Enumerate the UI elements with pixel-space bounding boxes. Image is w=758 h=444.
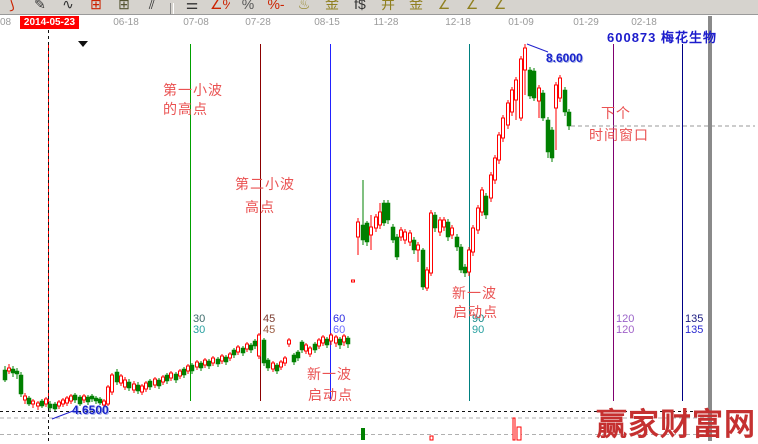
- selected-date-label[interactable]: 2014-05-23: [20, 16, 79, 29]
- gold-line-icon-glyph: 金: [325, 0, 339, 12]
- cycle-count-value: 60: [333, 313, 346, 325]
- grid-icon-glyph: ⊞: [118, 0, 130, 12]
- annotation-next-window-line2: 时间窗口: [589, 127, 649, 143]
- grid-red-icon[interactable]: ⊞: [86, 0, 106, 14]
- cycle-count-value: 60: [333, 324, 346, 336]
- list-icon[interactable]: ☰: [182, 0, 202, 14]
- cycle-count-label: 135 135: [685, 314, 703, 336]
- gold-line-icon[interactable]: 金: [322, 0, 342, 14]
- cycle-count-value: 30: [193, 324, 206, 336]
- percent-icon[interactable]: %: [238, 0, 258, 14]
- annotation-new-wave2-line1: 新一波: [452, 285, 497, 301]
- date-axis: 08 2014-05-23 06-18 07-08 07-28 08-15 11-28 1…: [0, 16, 758, 29]
- trend-angle-icon-3-glyph: ∠: [493, 0, 507, 12]
- list-icon-glyph: ☰: [185, 0, 199, 12]
- cycle-count-label: 45 45: [263, 314, 275, 336]
- site-watermark: 赢家财富网: [596, 407, 756, 442]
- annotation-wave2-high-line2: 高点: [245, 199, 275, 215]
- cycle-count-value: 90: [472, 324, 485, 336]
- percent-line-icon-glyph: %-: [267, 0, 285, 12]
- percent-icon-glyph: %: [241, 0, 255, 12]
- wave-icon-glyph: ∿: [62, 0, 74, 12]
- low-price-label: 4.6500: [72, 403, 109, 417]
- date-tick: 07-08: [183, 17, 209, 28]
- grid-red-icon-glyph: ⊞: [90, 0, 102, 12]
- trend-angle-icon-2-glyph: ∠: [465, 0, 479, 12]
- cycle-count-label: 60 60: [333, 314, 345, 336]
- gold-icon[interactable]: 金: [406, 0, 426, 14]
- percent-line-icon[interactable]: %-: [266, 0, 286, 14]
- date-tick: 01-09: [508, 17, 534, 28]
- magnet-icon-glyph: ⟆: [9, 0, 15, 12]
- annotation-next-window-line1: 下个: [601, 105, 631, 121]
- drawing-toolbar: ⟆ ✎ ∿ ⊞ ⊞ ⫽ ☰ ∠%% %- ♨ 金 f$ 井 金 ∠ ∠ ∠: [0, 0, 758, 15]
- cycle-count-value: 135: [685, 313, 704, 325]
- cycle-count-value: 90: [472, 313, 485, 325]
- grid-olive-icon[interactable]: 井: [378, 0, 398, 14]
- annotation-wave1-high-line1: 第一小波: [163, 82, 223, 98]
- grid-olive-icon-glyph: 井: [381, 0, 395, 12]
- pencil-icon-glyph: ✎: [34, 0, 46, 12]
- date-tick: 01-29: [573, 17, 599, 28]
- toolbar-separator: [170, 3, 174, 14]
- date-tick: 12-18: [445, 17, 471, 28]
- date-tick: 06-18: [113, 17, 139, 28]
- trend-angle-icon-1[interactable]: ∠: [434, 0, 454, 14]
- date-tick-partial: 08: [0, 17, 12, 28]
- annotation-wave1-high-line2: 的高点: [163, 101, 208, 117]
- percent-slash-icon[interactable]: ∠%: [210, 0, 230, 14]
- cycle-count-value: 120: [616, 313, 635, 325]
- pane-divider: [708, 16, 712, 441]
- wave-icon[interactable]: ∿: [58, 0, 78, 14]
- money-search-icon[interactable]: f$: [350, 0, 370, 14]
- date-tick: 07-28: [245, 17, 271, 28]
- trend-angle-icon-2[interactable]: ∠: [462, 0, 482, 14]
- annotation-new-wave2-line2: 启动点: [453, 304, 498, 320]
- cycle-count-label: 30 30: [193, 314, 205, 336]
- stock-code-name-label: 600873 梅花生物: [607, 30, 717, 45]
- cycle-count-label: 90 90: [472, 314, 484, 336]
- trend-angle-icon-1-glyph: ∠: [437, 0, 451, 12]
- grid-icon[interactable]: ⊞: [114, 0, 134, 14]
- peak-price-label: 8.6000: [546, 51, 583, 65]
- percent-slash-icon-glyph: ∠%: [210, 0, 230, 12]
- annotation-new-wave1-line2: 启动点: [308, 387, 353, 403]
- gold-cup-icon[interactable]: ♨: [294, 0, 314, 14]
- date-tick: 08-15: [314, 17, 340, 28]
- annotation-new-wave1-line1: 新一波: [307, 366, 352, 382]
- cycle-count-value: 45: [263, 324, 276, 336]
- annotation-wave2-high-line1: 第二小波: [235, 176, 295, 192]
- cycle-count-value: 30: [193, 313, 206, 325]
- pencil-icon[interactable]: ✎: [30, 0, 50, 14]
- gold-icon-glyph: 金: [409, 0, 423, 12]
- date-tick: 11-28: [373, 17, 399, 28]
- cycle-count-label: 120 120: [616, 314, 634, 336]
- shear-line-icon-glyph: ⫽: [148, 0, 156, 12]
- money-search-icon-glyph: f$: [354, 0, 366, 12]
- shear-line-icon[interactable]: ⫽: [142, 0, 162, 14]
- date-tick: 02-18: [631, 17, 657, 28]
- magnet-icon[interactable]: ⟆: [2, 0, 22, 14]
- cycle-count-value: 135: [685, 324, 704, 336]
- trend-angle-icon-3[interactable]: ∠: [490, 0, 510, 14]
- cycle-count-value: 120: [616, 324, 635, 336]
- gold-cup-icon-glyph: ♨: [297, 0, 311, 12]
- cycle-count-value: 45: [263, 313, 276, 325]
